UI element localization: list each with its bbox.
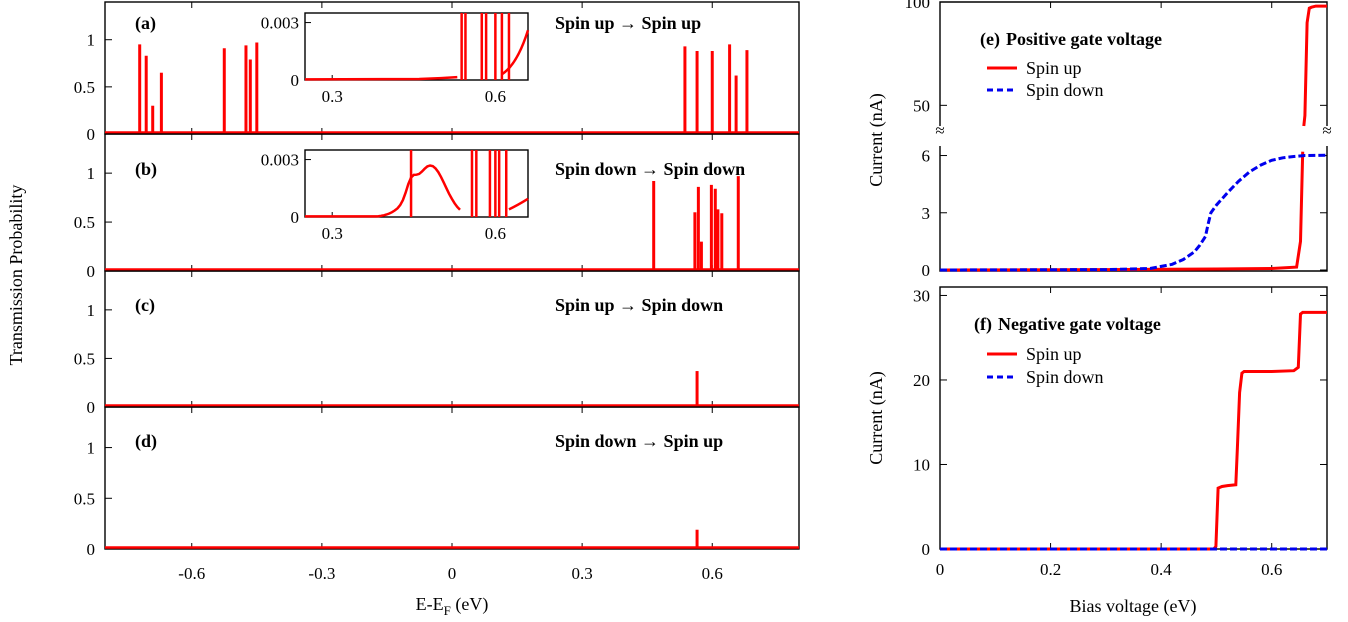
y-tick-label-e-upper: 100 [905,0,931,12]
axis-break-mark-right: ≈ [1322,121,1331,140]
x-tick-label-d: 0 [448,564,457,583]
x-tick-label-f: 0 [936,560,945,579]
x-tick-label-d: 0.6 [702,564,723,583]
left-y-axis-title: Transmission Probability [6,185,26,366]
inset-y-tick-label-b: 0.003 [261,151,299,170]
left-x-axis-title-sub: F [444,603,451,618]
x-tick-label-d: -0.3 [308,564,335,583]
y-tick-label-c: 1 [87,301,96,320]
y-tick-label-d: 0 [87,540,96,559]
panel-e-title-text: Positive gate voltage [1006,29,1162,49]
panel-c: 00.51 (c) Spin up → Spin down [74,270,800,417]
inset-x-tick-label-a: 0.3 [322,87,343,106]
inset-x-tick-label-b: 0.3 [322,224,343,243]
left-x-axis-title-main: E-E [416,594,444,614]
x-tick-label-f: 0.4 [1151,560,1173,579]
panel-c-title: Spin up → Spin down [555,295,723,315]
panel-e: ≈ ≈ 0 3 6 50 100 (e) Positive gate voltage Sp… [866,0,1332,280]
plot-area-f: 0 10 20 30 0 0.2 0.4 0.6 [913,286,1327,579]
panel-a-label: (a) [135,13,156,34]
panel-d-title: Spin down → Spin up [555,431,723,451]
right-x-axis-title: Bias voltage (eV) [1070,596,1197,617]
legend-e-spin-down: Spin down [1026,80,1104,100]
y-tick-label-f: 0 [922,540,931,559]
y-tick-label-e-lower: 6 [922,147,931,166]
panel-c-label: (c) [135,295,155,316]
legend-e: Spin up Spin down [987,58,1104,100]
plot-area-b: 00.51 [74,134,799,281]
legend-f-spin-down: Spin down [1026,367,1104,387]
series-e-spin-up [939,151,1305,272]
inset-curve-a [304,75,458,81]
inset-frame-a [304,12,529,81]
inset-x-tick-label-b: 0.6 [485,224,506,243]
inset-b: 0 0.003 0.3 0.6 [261,149,529,243]
panel-e-title: (e) Positive gate voltage [980,29,1162,50]
x-tick-label-d: -0.6 [178,564,205,583]
panel-e-upper-frame [939,1,1328,126]
x-tick-label-f: 0.2 [1040,560,1061,579]
plot-area-d: 0 0.5 1 -0.6 -0.3 0 0.3 0.6 [74,407,799,583]
panel-d-label: (d) [135,431,157,452]
inset-y-tick-label-a: 0.003 [261,14,299,33]
panel-f-label: (f) [974,314,992,335]
y-tick-label-f: 20 [913,371,930,390]
panel-e-lower-frame [939,146,1328,272]
panel-a-title: Spin up → Spin up [555,13,701,33]
legend-f-spin-up: Spin up [1026,344,1082,364]
y-tick-label-a: 1 [87,31,96,50]
right-y-axis-title-e: Current (nA) [866,93,887,186]
right-y-axis-title-f: Current (nA) [866,371,887,464]
legend-f: Spin up Spin down [987,344,1104,387]
legend-e-spin-up: Spin up [1026,58,1082,78]
y-tick-label-d: 1 [87,439,96,458]
panel-f-title: (f) Negative gate voltage [974,314,1161,335]
y-tick-label-b: 1 [87,164,96,183]
series-e-spin-down [939,153,1328,272]
plot-area-c: 00.51 [74,271,799,417]
y-tick-label-c: 0 [87,398,96,417]
inset-y-tick-label-a: 0 [291,71,300,90]
panel-e-label: (e) [980,29,1000,50]
left-x-axis-title: E-EF (eV) [416,594,489,618]
inset-tail-a [501,29,530,76]
y-tick-label-a: 0 [87,125,96,144]
y-tick-label-f: 30 [913,286,930,305]
panel-b-label: (b) [135,159,157,180]
panel-f-title-text: Negative gate voltage [998,314,1161,334]
panel-d: 0 0.5 1 -0.6 -0.3 0 0.3 0.6 (d) Spin down → Spi… [74,406,800,583]
inset-y-tick-label-b: 0 [291,208,300,227]
y-tick-label-c: 0.5 [74,349,95,368]
x-tick-label-d: 0.3 [572,564,593,583]
plot-area-e: 0 3 6 50 100 [905,0,1328,280]
left-x-axis-title-unit: (eV) [451,594,488,615]
y-tick-label-f: 10 [913,455,930,474]
y-tick-label-e-upper: 50 [913,96,930,115]
y-tick-label-b: 0.5 [74,213,95,232]
axis-break-mark-left: ≈ [935,121,944,140]
x-tick-label-f: 0.6 [1261,560,1282,579]
y-tick-label-e-lower: 3 [922,204,931,223]
plot-area-a: 00.51 [74,2,799,144]
panel-b-title: Spin down → Spin down [555,159,745,179]
y-tick-label-b: 0 [87,262,96,281]
inset-a: 0 0.003 0.3 0.6 [261,12,530,106]
inset-tail-b [508,197,529,211]
y-tick-label-e-lower: 0 [922,261,931,280]
panel-b: 00.51 (b) Spin down → Spin down 00.0030.… [74,133,800,281]
inset-curve-b [305,164,461,218]
y-tick-label-a: 0.5 [74,78,95,97]
y-tick-label-d: 0.5 [74,489,95,508]
inset-x-tick-label-a: 0.6 [485,87,506,106]
panel-f: 0 10 20 30 0 0.2 0.4 0.6 (f) Negative gate volta… [866,286,1328,579]
series-f-spin-up [940,310,1327,551]
series-e-spin-up-upper [1302,4,1327,127]
